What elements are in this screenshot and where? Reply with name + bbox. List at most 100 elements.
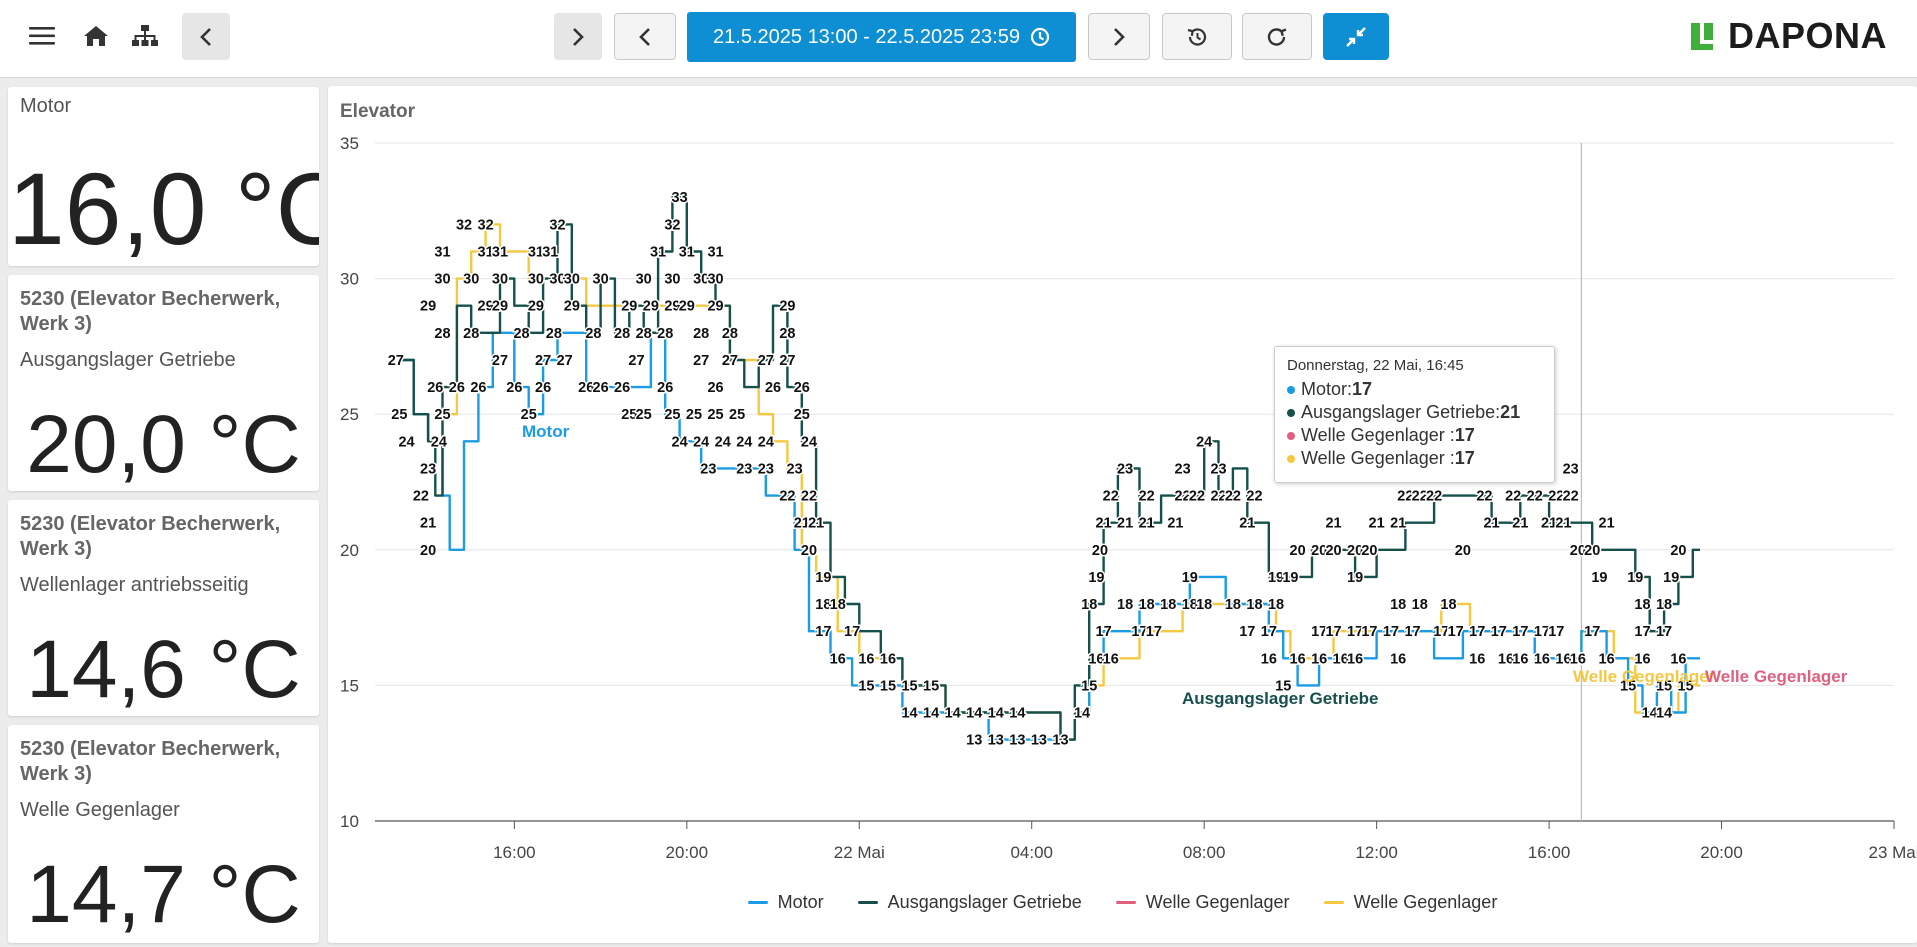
chart-panel[interactable]: Elevator 10 15 20 25 30 35 16:00 20:00 22 Mai 04:… (328, 86, 1917, 943)
x-tick-label: 20:00 (666, 843, 709, 862)
data-label: 17 (1548, 624, 1564, 640)
data-label: 25 (636, 407, 652, 423)
next-range-button[interactable] (1088, 13, 1150, 60)
x-tick-label: 22 Mai (834, 843, 885, 862)
data-label: 14 (945, 706, 961, 722)
data-label: 16 (1634, 651, 1650, 667)
data-label: 20 (1092, 543, 1108, 559)
x-tick-label: 08:00 (1183, 843, 1226, 862)
legend-item-welle-yellow[interactable]: Welle Gegenlager (1323, 892, 1497, 913)
data-label: 17 (1512, 624, 1528, 640)
card-title: 5230 (Elevator Becherwerk, Werk 3) (20, 288, 281, 335)
brand-name: DAPONA (1728, 15, 1888, 56)
data-label: 31 (492, 244, 508, 260)
data-label: 32 (478, 217, 494, 233)
series-line (399, 196, 1700, 741)
data-label: 25 (521, 407, 537, 423)
data-label: 18 (1117, 597, 1133, 613)
data-label: 14 (988, 706, 1004, 722)
data-label: 22 (1426, 489, 1442, 505)
legend-label: Ausgangslager Getriebe (887, 892, 1082, 912)
card-title: Motor (20, 95, 72, 117)
y-tick-label: 25 (340, 405, 359, 424)
data-label: 24 (431, 434, 447, 450)
data-label: 27 (693, 353, 709, 369)
data-label: 28 (614, 326, 630, 342)
legend-swatch (747, 901, 768, 904)
home-icon[interactable] (73, 13, 119, 59)
card-value: 20,0 °C (26, 399, 301, 490)
data-label: 29 (492, 299, 508, 315)
legend-item-motor[interactable]: Motor (747, 892, 824, 913)
data-label: 25 (729, 407, 745, 423)
data-label: 22 (1527, 489, 1543, 505)
data-label: 31 (707, 244, 723, 260)
tooltip-row: Motor: 17 (1287, 378, 1542, 401)
tooltip-row: Welle Gegenlager : 17 (1287, 447, 1542, 470)
value-card[interactable]: Motor 16,0 °C (8, 87, 319, 266)
data-label: 23 (1117, 461, 1133, 477)
data-label: 30 (434, 272, 450, 288)
data-label: 17 (1634, 624, 1650, 640)
data-label: 25 (664, 407, 680, 423)
data-label: 26 (578, 380, 594, 396)
date-range-button[interactable]: 21.5.2025 13:00 - 22.5.2025 23:59 (687, 12, 1076, 62)
data-label: 16 (880, 651, 896, 667)
logo-mark-icon (1688, 21, 1716, 51)
data-label: 21 (1512, 516, 1528, 532)
data-label: 14 (1074, 706, 1090, 722)
data-label: 31 (434, 244, 450, 260)
data-label: 16 (1290, 651, 1306, 667)
data-label: 18 (1182, 597, 1198, 613)
data-label: 18 (1268, 597, 1284, 613)
data-label: 27 (758, 353, 774, 369)
data-label: 22 (1563, 489, 1579, 505)
card-subtitle: Welle Gegenlager (20, 799, 180, 821)
series-dot-icon (1287, 408, 1295, 417)
data-label: 14 (1642, 706, 1658, 722)
legend-item-getriebe[interactable]: Ausgangslager Getriebe (857, 892, 1082, 913)
data-label: 27 (628, 353, 644, 369)
data-label: 18 (1440, 597, 1456, 613)
redo-button[interactable] (1242, 13, 1312, 60)
data-label: 19 (1282, 570, 1298, 586)
data-label: 17 (1239, 624, 1255, 640)
data-label: 18 (1656, 597, 1672, 613)
data-label: 22 (1476, 489, 1492, 505)
forward-nav-button[interactable] (554, 13, 602, 60)
y-tick-label: 20 (340, 541, 359, 560)
compress-icon (1346, 26, 1366, 47)
sitemap-icon[interactable] (122, 13, 168, 59)
previous-range-button[interactable] (614, 13, 676, 60)
data-label: 29 (564, 299, 580, 315)
data-label: 16 (1390, 651, 1406, 667)
data-label: 27 (557, 353, 573, 369)
data-label: 25 (794, 407, 810, 423)
legend-label: Welle Gegenlager (1145, 892, 1290, 912)
tooltip-label: Welle Gegenlager : (1301, 448, 1455, 468)
value-card[interactable]: 5230 (Elevator Becherwerk, Werk 3) Ausga… (8, 275, 319, 491)
data-label: 18 (1139, 597, 1155, 613)
menu-icon[interactable] (19, 13, 65, 59)
value-card[interactable]: 5230 (Elevator Becherwerk, Werk 3) Welle… (8, 725, 319, 943)
tooltip-row: Welle Gegenlager : 17 (1287, 424, 1542, 447)
compress-button[interactable] (1323, 13, 1389, 60)
card-value: 16,0 °C (8, 152, 319, 266)
data-label: 13 (966, 733, 982, 749)
x-tick-label: 16:00 (1528, 843, 1571, 862)
history-button[interactable] (1162, 13, 1232, 60)
data-label: 18 (1160, 597, 1176, 613)
legend-item-welle-pink[interactable]: Welle Gegenlager (1115, 892, 1290, 913)
value-card[interactable]: 5230 (Elevator Becherwerk, Werk 3) Welle… (8, 500, 319, 716)
data-label: 16 (858, 651, 874, 667)
series-line (399, 331, 1700, 741)
line-chart[interactable]: 10 15 20 25 30 35 16:00 20:00 22 Mai 04:00 08:00 12… (328, 86, 1917, 943)
data-label: 26 (470, 380, 486, 396)
data-label: 25 (434, 407, 450, 423)
redo-icon (1267, 27, 1287, 46)
data-label: 19 (815, 570, 831, 586)
data-label: 16 (1333, 651, 1349, 667)
data-label: 30 (636, 272, 652, 288)
data-label: 29 (679, 299, 695, 315)
back-button[interactable] (182, 13, 230, 60)
